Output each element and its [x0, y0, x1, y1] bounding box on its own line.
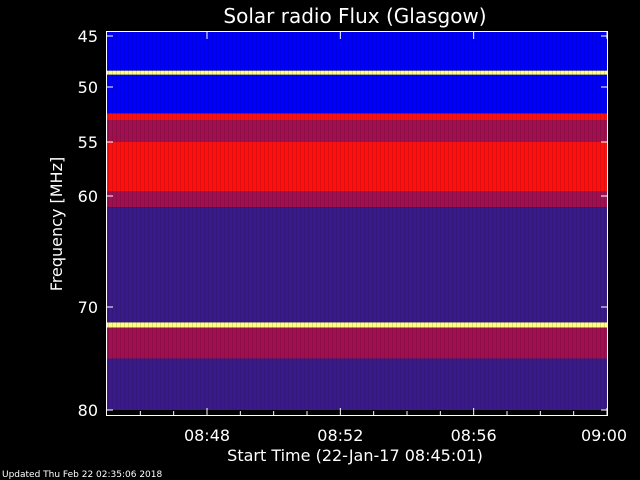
y-axis: 45 50 55 60 70 80 [78, 27, 607, 420]
x-tick-label: 08:52 [317, 426, 363, 445]
y-tick-label: 45 [78, 27, 98, 46]
chart-title: Solar radio Flux (Glasgow) [223, 4, 486, 28]
x-axis-label: Start Time (22-Jan-17 08:45:01) [227, 446, 483, 465]
plot-frame [106, 31, 608, 416]
footer-updated: Updated Thu Feb 22 02:35:06 2018 [2, 470, 163, 480]
y-tick-label: 50 [78, 78, 98, 97]
y-tick-label: 55 [78, 133, 98, 152]
texture-overlay [107, 32, 607, 415]
x-axis: 08:48 08:52 08:56 09:00 [139, 32, 627, 445]
y-axis-label: Frequency [MHz] [47, 157, 66, 291]
y-tick-label: 80 [78, 401, 98, 420]
x-tick-label: 08:56 [451, 426, 497, 445]
x-tick-label: 09:00 [581, 426, 627, 445]
x-tick-label: 08:48 [184, 426, 230, 445]
y-tick-label: 60 [78, 187, 98, 206]
y-tick-label: 70 [78, 298, 98, 317]
